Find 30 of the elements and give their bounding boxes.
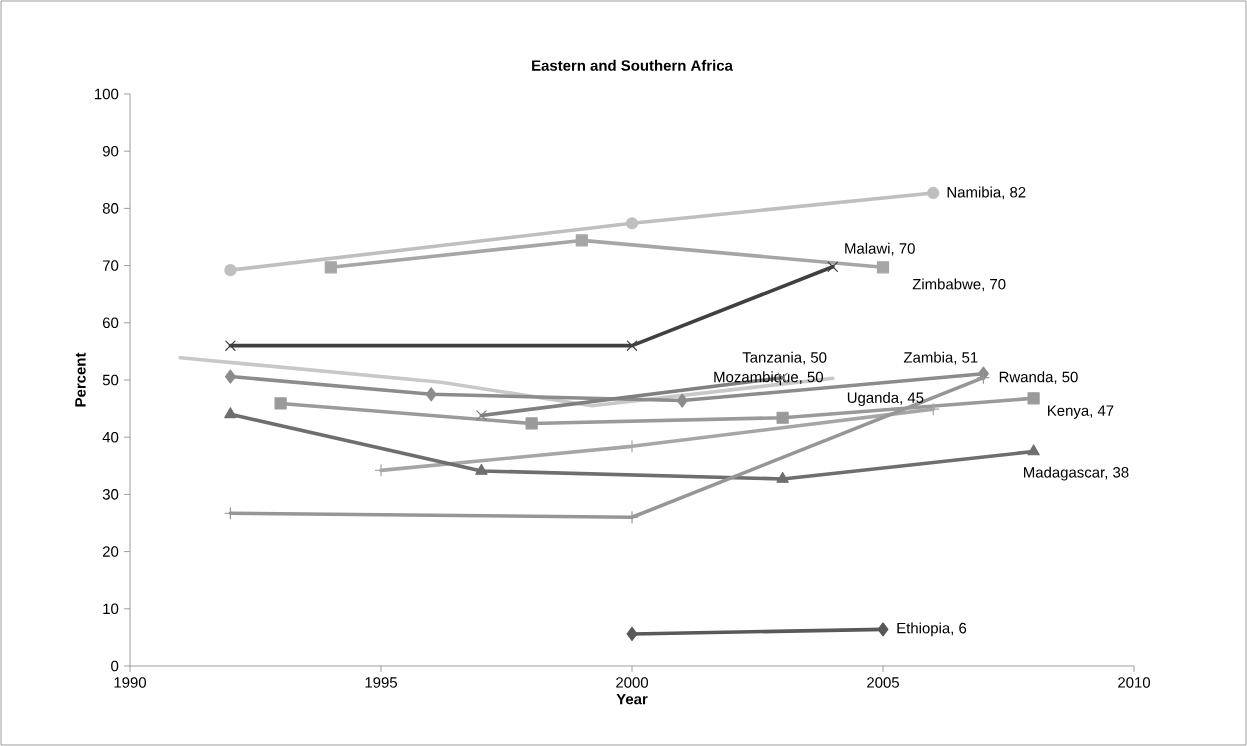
chart-title: Eastern and Southern Africa [532, 59, 733, 71]
x-axis-title: Year [616, 693, 648, 705]
y-tick-label: 20 [102, 546, 119, 557]
y-tick-label: 80 [102, 203, 119, 214]
y-tick-label: 40 [102, 431, 119, 443]
y-tick-label: 0 [111, 660, 119, 672]
annotation: Zimbabwe, 70 [912, 278, 1006, 292]
annotation: Uganda, 45 [847, 392, 924, 406]
y-tick-label: 50 [102, 374, 119, 386]
y-tick-label: 100 [95, 88, 119, 100]
annotation: Tanzania, 50 [742, 351, 827, 365]
x-tick-label: 1995 [365, 677, 397, 688]
annotation: Namibia, 82 [947, 186, 1026, 200]
annotation: Zambia, 51 [903, 351, 978, 365]
y-tick-label: 10 [103, 603, 119, 615]
y-tick-label: 90 [102, 145, 119, 157]
annotation: Kenya, 47 [1048, 405, 1114, 419]
annotation: Ethiopia, 6 [897, 622, 967, 637]
x-tick-label: 2000 [616, 677, 649, 688]
x-tick-label: 2005 [867, 677, 899, 688]
y-axis-title: Percent [75, 352, 86, 407]
y-tick-label: 60 [102, 317, 119, 329]
x-tick-label: 2010 [1118, 677, 1151, 688]
annotation: Madagascar, 38 [1024, 466, 1129, 481]
annotation: Malawi, 70 [845, 242, 915, 256]
annotation: Mozambique, 50 [714, 371, 823, 386]
y-tick-label: 30 [102, 489, 119, 500]
annotation: Rwanda, 50 [999, 371, 1078, 385]
y-tick-label: 70 [102, 260, 119, 271]
x-tick-label: 1990 [114, 677, 147, 688]
